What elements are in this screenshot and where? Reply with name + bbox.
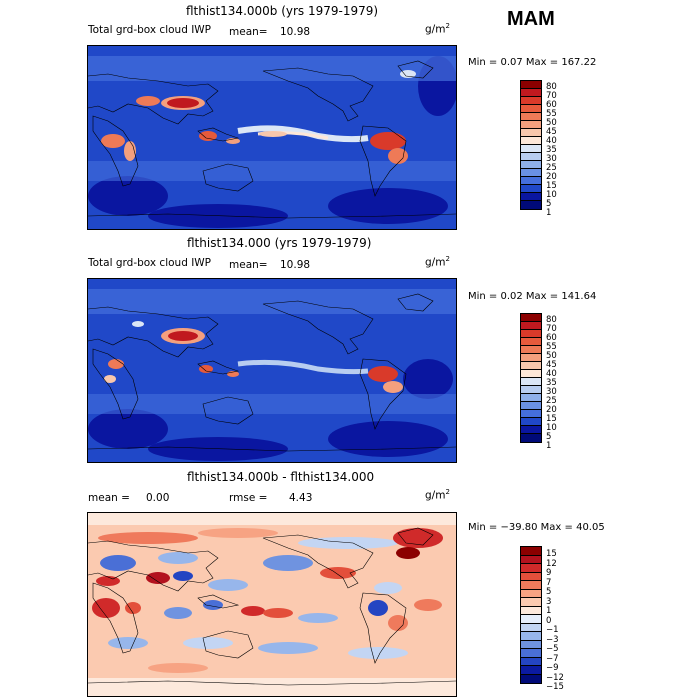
panel1-map xyxy=(87,45,457,230)
colorbar-tick-label: 25 xyxy=(546,396,557,406)
panel2-colorbar xyxy=(520,313,542,443)
panel3-mean-value: 0.00 xyxy=(146,492,170,504)
colorbar-tick-label: 20 xyxy=(546,172,557,182)
colorbar-tick-label: −5 xyxy=(546,644,559,654)
colorbar-tick-label: 15 xyxy=(546,414,557,424)
panel3-rmse-value: 4.43 xyxy=(289,492,313,504)
colorbar-tick-label: 70 xyxy=(546,91,557,101)
colorbar-tick-label: 30 xyxy=(546,154,557,164)
colorbar-tick-label: 30 xyxy=(546,387,557,397)
panel3-mean-label: mean = xyxy=(88,492,130,504)
panel1-mean-value: 10.98 xyxy=(280,26,311,38)
panel2-mean-value: 10.98 xyxy=(280,259,311,271)
panel2-map xyxy=(87,278,457,463)
colorbar-tick-label: −15 xyxy=(546,682,564,692)
colorbar-tick-label: 1 xyxy=(546,208,552,218)
colorbar-tick-label: −12 xyxy=(546,672,564,683)
colorbar-tick-label: 60 xyxy=(546,100,557,110)
panel1-title: flthist134.000b (yrs 1979-1979) xyxy=(186,4,379,18)
colorbar-tick-label: 5 xyxy=(546,432,552,442)
colorbar-tick-label: 70 xyxy=(546,324,557,334)
colorbar-tick-label: 1 xyxy=(546,606,552,616)
panel3-map xyxy=(87,512,457,697)
panel1-range: Min = 0.07 Max = 167.22 xyxy=(468,57,597,68)
panel3-units: g/m2 xyxy=(425,488,450,502)
colorbar-tick-label: −1 xyxy=(546,625,559,635)
colorbar-tick-label: 5 xyxy=(546,199,552,209)
colorbar-tick-label: 60 xyxy=(546,333,557,343)
panel3-range: Min = −39.80 Max = 40.05 xyxy=(468,522,605,533)
colorbar-tick-label: −3 xyxy=(546,634,559,645)
colorbar-tick-label: 35 xyxy=(546,378,557,388)
colorbar-tick-label: 7 xyxy=(546,577,552,588)
colorbar-tick-label: 0 xyxy=(546,615,552,626)
colorbar-tick-label: 80 xyxy=(546,315,557,325)
colorbar-tick-label: 45 xyxy=(546,127,557,137)
panel2-mean-label: mean= xyxy=(229,259,268,271)
panel2-units: g/m2 xyxy=(425,255,450,269)
colorbar-tick-label: −9 xyxy=(546,663,559,673)
colorbar-tick-label: 10 xyxy=(546,190,557,200)
panel2-range: Min = 0.02 Max = 141.64 xyxy=(468,291,597,302)
colorbar-tick-label: 40 xyxy=(546,136,557,146)
panel1-units: g/m2 xyxy=(425,22,450,36)
colorbar-tick-label: 3 xyxy=(546,596,552,607)
colorbar-tick-label: 1 xyxy=(546,441,552,451)
colorbar-tick-label: 40 xyxy=(546,369,557,379)
colorbar-tick-label: 50 xyxy=(546,351,557,361)
panel3-rmse-label: rmse = xyxy=(229,492,268,504)
colorbar-tick-label: 35 xyxy=(546,145,557,155)
colorbar-tick-label: 50 xyxy=(546,118,557,128)
panel3-colorbar xyxy=(520,546,542,684)
colorbar-tick-label: 20 xyxy=(546,405,557,415)
colorbar-tick-label: 55 xyxy=(546,342,557,352)
colorbar-tick-label: 15 xyxy=(546,549,557,559)
panel1-colorbar xyxy=(520,80,542,210)
colorbar-tick-label: 15 xyxy=(546,181,557,191)
season-label: MAM xyxy=(507,8,555,30)
colorbar-tick-label: 45 xyxy=(546,360,557,370)
colorbar-tick-label: 5 xyxy=(546,587,552,597)
colorbar-tick-label: 10 xyxy=(546,423,557,433)
panel1-subtitle: Total grd-box cloud IWP xyxy=(88,24,212,36)
colorbar-tick-label: 55 xyxy=(546,109,557,119)
colorbar-tick-label: 80 xyxy=(546,82,557,92)
panel2-subtitle: Total grd-box cloud IWP xyxy=(88,257,212,269)
colorbar-tick-label: 9 xyxy=(546,568,552,578)
colorbar-tick-label: 25 xyxy=(546,163,557,173)
panel3-title: flthist134.000b - flthist134.000 xyxy=(187,470,375,484)
panel2-title: flthist134.000 (yrs 1979-1979) xyxy=(187,236,372,250)
colorbar-tick-label: −7 xyxy=(546,653,559,664)
colorbar-tick-label: 12 xyxy=(546,558,557,569)
panel1-mean-label: mean= xyxy=(229,26,268,38)
